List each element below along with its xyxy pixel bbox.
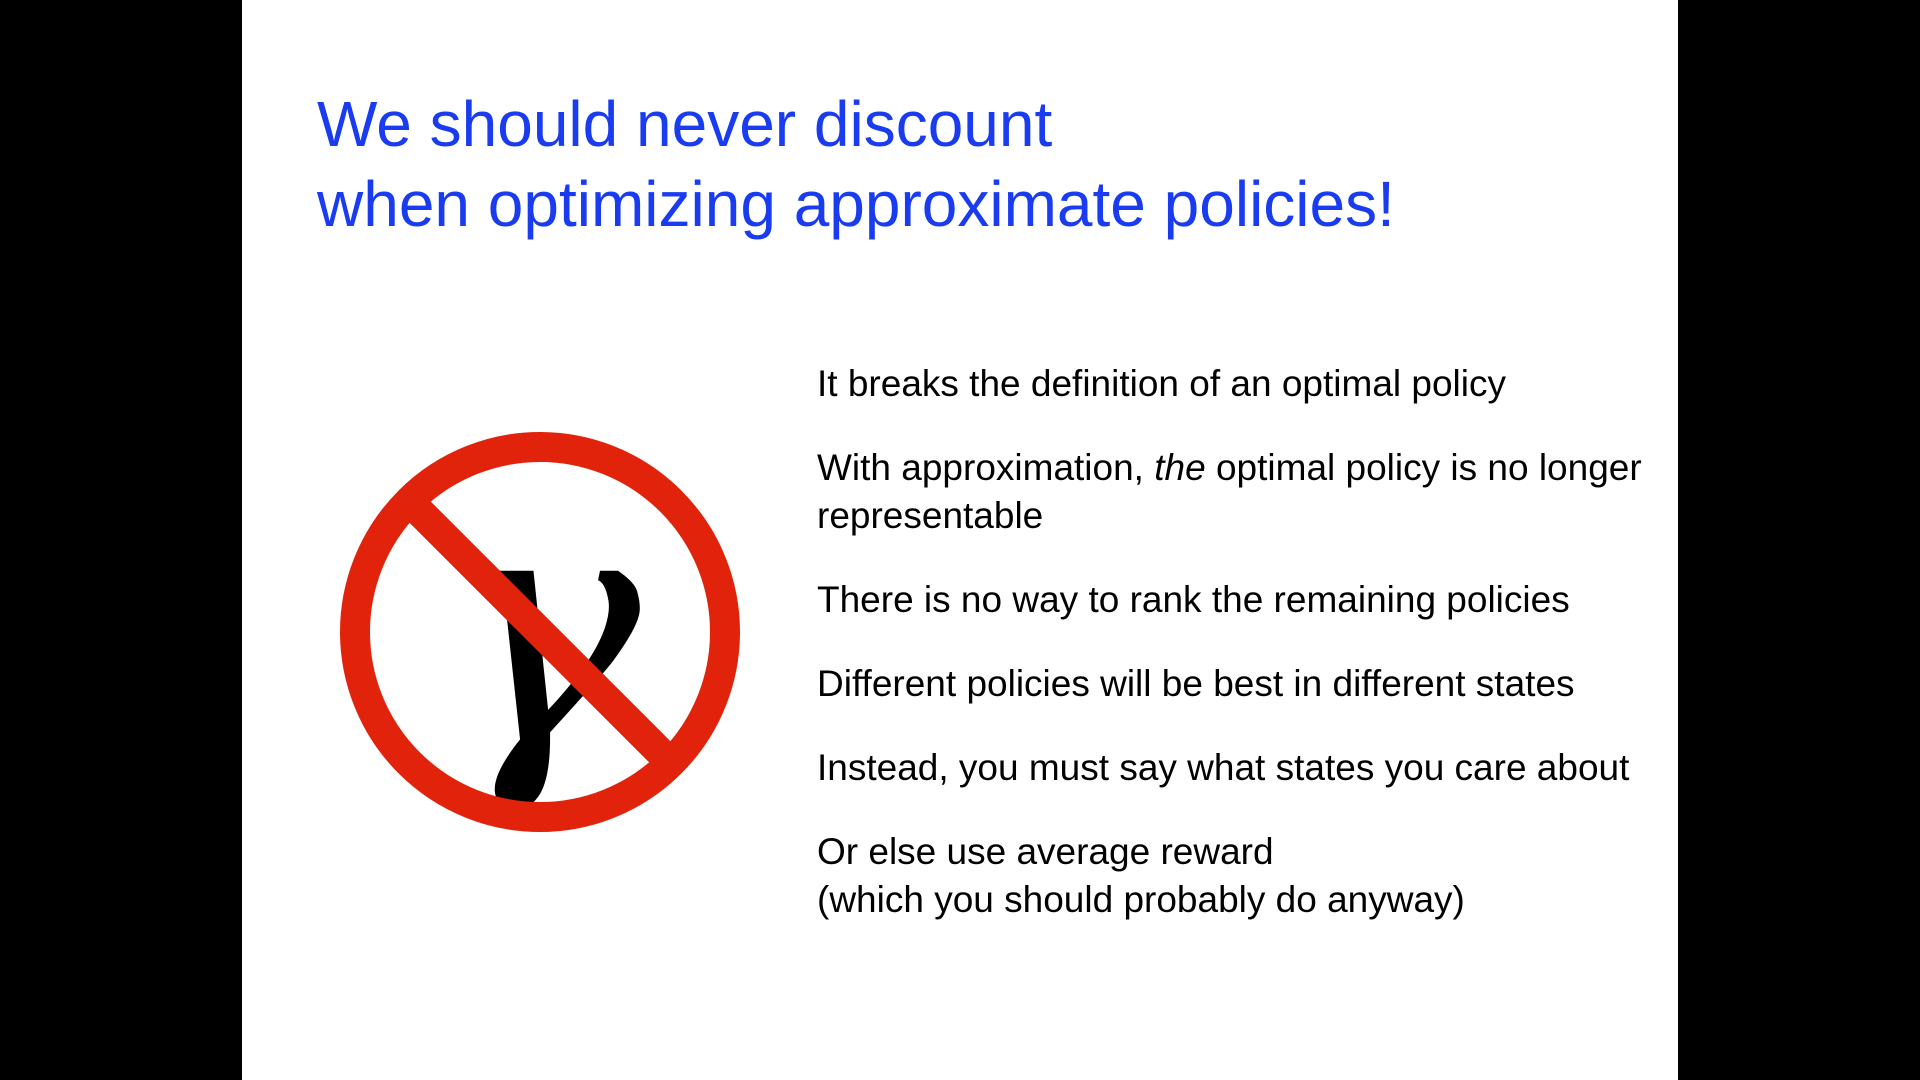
slide-title: We should never discount when optimizing…: [317, 84, 1395, 244]
bullet-item: There is no way to rank the remaining po…: [817, 576, 1657, 624]
title-line-1: We should never discount: [317, 88, 1053, 160]
bullet-item: Instead, you must say what states you ca…: [817, 744, 1657, 792]
bullet-text-line-2: (which you should probably do anyway): [817, 879, 1465, 920]
bullet-item: Or else use average reward (which you sh…: [817, 828, 1657, 924]
bullet-item: Different policies will be best in diffe…: [817, 660, 1657, 708]
bullet-text: Different policies will be best in diffe…: [817, 663, 1575, 704]
title-line-2: when optimizing approximate policies!: [317, 168, 1395, 240]
bullet-text: It breaks the definition of an optimal p…: [817, 363, 1506, 404]
bullet-text: Instead, you must say what states you ca…: [817, 747, 1630, 788]
bullet-text: There is no way to rank the remaining po…: [817, 579, 1570, 620]
bullet-text-post: optimal policy is no longer representabl…: [817, 447, 1642, 536]
bullet-item: With approximation, the optimal policy i…: [817, 444, 1657, 540]
prohibition-slash: [398, 490, 682, 774]
bullet-text-line-1: Or else use average reward: [817, 831, 1274, 872]
no-gamma-prohibition-icon: γ: [340, 432, 740, 832]
bullet-list: It breaks the definition of an optimal p…: [817, 360, 1657, 960]
bullet-emphasis: the: [1154, 447, 1206, 488]
bullet-text-pre: With approximation,: [817, 447, 1155, 488]
bullet-item: It breaks the definition of an optimal p…: [817, 360, 1657, 408]
slide: We should never discount when optimizing…: [242, 0, 1678, 1080]
prohibition-ring: [340, 432, 740, 832]
